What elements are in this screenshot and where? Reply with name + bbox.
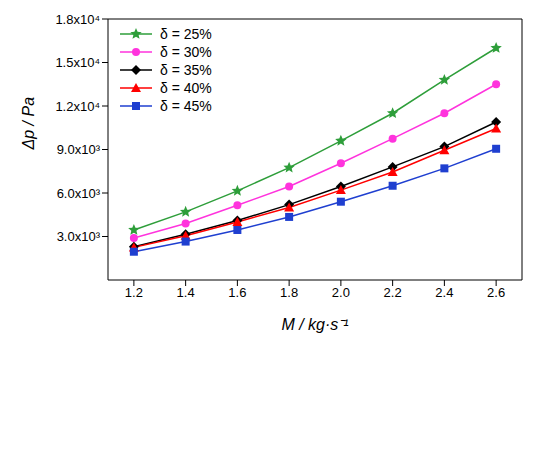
svg-text:3.0x10³: 3.0x10³ [57, 229, 101, 244]
svg-text:2.4: 2.4 [435, 285, 453, 300]
html-text:δ = 45%: δ = 45% [160, 98, 212, 114]
svg-text:1.6: 1.6 [228, 285, 246, 300]
svg-text:2.2: 2.2 [384, 285, 402, 300]
svg-text:2.6: 2.6 [487, 285, 505, 300]
svg-text:1.4: 1.4 [177, 285, 195, 300]
svg-text:1.2: 1.2 [125, 285, 143, 300]
svg-text:M / kg·s⁻¹: M / kg·s⁻¹ [281, 316, 348, 333]
svg-text:1.8: 1.8 [280, 285, 298, 300]
svg-text:1.8x10⁴: 1.8x10⁴ [55, 12, 100, 27]
html-text:δ = 40%: δ = 40% [160, 80, 212, 96]
html-text:δ = 35%: δ = 35% [160, 62, 212, 78]
svg-text:9.0x10³: 9.0x10³ [57, 142, 101, 157]
svg-text:2.0: 2.0 [332, 285, 350, 300]
svg-text:6.0x10³: 6.0x10³ [57, 186, 101, 201]
html-text:δ = 30%: δ = 30% [160, 44, 212, 60]
svg-text:1.5x10⁴: 1.5x10⁴ [55, 55, 100, 70]
svg-text:1.2x10⁴: 1.2x10⁴ [55, 99, 100, 114]
html-text:δ = 25%: δ = 25% [160, 26, 212, 42]
svg-text:Δp / Pa: Δp / Pa [20, 97, 37, 151]
